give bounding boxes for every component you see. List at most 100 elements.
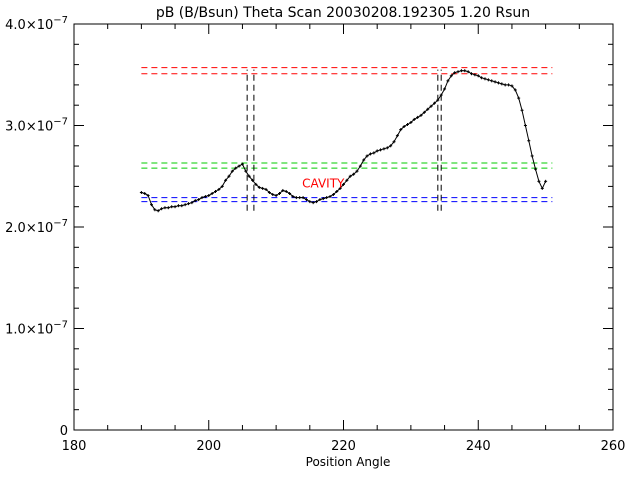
data-point <box>389 144 393 148</box>
data-point <box>419 113 423 117</box>
data-point <box>348 174 352 178</box>
data-point <box>325 196 329 200</box>
data-point <box>271 193 275 197</box>
data-point <box>395 134 399 138</box>
data-point <box>173 205 177 209</box>
data-point <box>523 124 527 127</box>
data-point <box>345 178 349 182</box>
data-point <box>392 140 396 144</box>
data-point <box>527 139 531 143</box>
data-point <box>298 196 302 200</box>
data-point <box>493 80 497 84</box>
data-point <box>200 196 204 200</box>
data-point <box>368 152 372 156</box>
y-tick-label: 3.0×10−7 <box>5 117 68 135</box>
data-point <box>291 195 295 199</box>
data-point <box>237 164 241 168</box>
data-point <box>217 187 221 191</box>
data-point <box>352 172 356 176</box>
x-tick-label: 240 <box>466 439 491 454</box>
x-tick-label: 180 <box>62 439 87 454</box>
data-point <box>443 87 447 91</box>
data-point <box>139 190 143 194</box>
data-point <box>520 108 524 112</box>
data-point <box>503 83 507 87</box>
data-point <box>500 82 504 86</box>
data-point <box>372 151 376 155</box>
data-point <box>544 179 548 183</box>
data-point <box>251 178 255 182</box>
data-point <box>480 76 484 80</box>
data-point <box>463 69 467 73</box>
data-point <box>146 194 150 198</box>
data-point <box>449 74 453 78</box>
data-point <box>331 193 335 197</box>
data-point <box>247 174 251 178</box>
data-point <box>257 185 261 189</box>
data-point <box>402 125 406 129</box>
data-point <box>358 164 362 168</box>
data-point <box>439 93 443 97</box>
data-point <box>156 209 160 213</box>
data-point <box>183 203 187 207</box>
data-point <box>429 104 433 108</box>
data-point <box>187 202 191 206</box>
data-point <box>379 148 383 152</box>
y-tick-label: 4.0×10−7 <box>5 15 68 33</box>
data-point <box>342 182 345 186</box>
data-point <box>160 207 164 211</box>
data-point <box>163 206 167 210</box>
data-point <box>321 197 325 201</box>
data-point <box>540 186 544 190</box>
data-point <box>473 73 477 77</box>
data-point <box>311 201 315 205</box>
data-point <box>483 77 487 81</box>
data-point <box>328 195 332 199</box>
data-point <box>284 189 288 193</box>
data-point <box>281 188 285 192</box>
data-point <box>537 179 541 183</box>
cavity-annotation: CAVITY <box>302 176 345 190</box>
data-point <box>210 192 214 196</box>
x-axis-label: Position Angle <box>306 455 391 469</box>
data-point <box>362 158 366 162</box>
data-point <box>315 200 319 204</box>
data-point <box>153 208 157 212</box>
data-point <box>224 178 228 182</box>
data-point <box>406 122 410 126</box>
data-point <box>365 154 369 158</box>
data-point <box>416 115 420 119</box>
data-point <box>409 120 413 124</box>
y-tick-label: 1.0×10−7 <box>5 320 68 338</box>
data-point <box>240 162 244 166</box>
data-point <box>193 199 197 203</box>
data-point <box>301 196 305 200</box>
data-point <box>507 83 511 87</box>
data-point <box>426 107 430 111</box>
data-point <box>385 146 389 150</box>
data-point <box>190 201 194 205</box>
plot-frame <box>73 23 614 431</box>
data-point <box>459 69 463 73</box>
data-point <box>335 189 339 193</box>
data-point <box>517 96 521 100</box>
data-point <box>318 198 322 202</box>
data-point <box>436 98 440 102</box>
data-point <box>412 117 416 121</box>
data-point <box>180 204 184 208</box>
data-point <box>496 81 500 85</box>
data-point <box>234 166 238 170</box>
data-point <box>338 186 342 190</box>
data-point <box>399 128 403 132</box>
data-point <box>176 204 180 208</box>
data-point <box>486 78 490 82</box>
reference-lines <box>141 67 553 211</box>
data-point <box>166 206 170 210</box>
data-point <box>227 174 231 178</box>
y-tick-label: 2.0×10−7 <box>5 218 68 236</box>
data-point <box>422 110 426 114</box>
data-point <box>197 198 201 202</box>
data-point <box>207 194 211 198</box>
data-point <box>267 190 271 194</box>
